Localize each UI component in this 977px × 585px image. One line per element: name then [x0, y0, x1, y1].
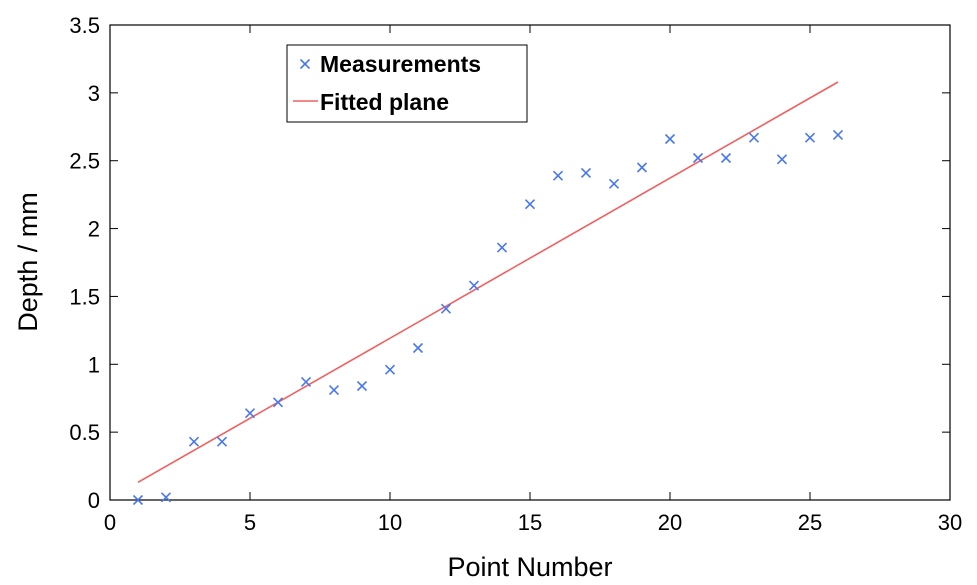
measurement-point — [244, 408, 256, 419]
measurement-point — [160, 492, 172, 503]
axis-ticks — [109, 24, 951, 501]
legend-marker-x-glyph — [299, 58, 311, 70]
measurement-point — [468, 280, 480, 291]
y-tick-label: 3 — [88, 81, 100, 106]
measurement-point — [132, 494, 144, 506]
y-axis-title: Depth / mm — [13, 192, 43, 332]
measurement-point — [664, 133, 676, 145]
measurement-point — [692, 152, 704, 164]
measurement-point — [188, 436, 200, 447]
measurement-point — [524, 199, 536, 210]
y-tick-labels: 0 0.5 1 1.5 2 2.5 3 3.5 — [69, 13, 100, 513]
measurement-point — [496, 242, 508, 253]
legend: Measurements Fitted plane — [286, 44, 528, 123]
measurement-point — [776, 154, 788, 165]
measurement-point — [216, 436, 228, 447]
measurements-series — [132, 129, 844, 506]
measurement-point — [356, 380, 368, 392]
y-tick-label: 0.5 — [69, 420, 100, 445]
x-tick-label: 5 — [244, 510, 256, 535]
measurement-point — [636, 162, 648, 173]
measurement-point — [440, 303, 452, 314]
x-tick-label: 25 — [798, 510, 822, 535]
measurement-point — [328, 385, 340, 396]
measurement-point — [804, 132, 816, 143]
measurement-point — [748, 132, 760, 143]
measurement-point — [608, 178, 620, 189]
y-tick-label: 0 — [88, 488, 100, 513]
measurement-point — [272, 397, 284, 408]
y-tick-label: 3.5 — [69, 13, 100, 38]
legend-label-fitted-plane: Fitted plane — [320, 89, 449, 115]
measurement-point — [720, 152, 732, 164]
x-axis-title: Point Number — [447, 552, 612, 582]
y-tick-label: 2 — [88, 217, 100, 242]
measurement-point — [384, 364, 396, 375]
y-tick-label: 1 — [88, 352, 100, 377]
plot-area — [109, 24, 951, 501]
x-tick-label: 15 — [518, 510, 542, 535]
measurement-point — [412, 342, 424, 354]
y-tick-label: 2.5 — [69, 149, 100, 174]
fitted-plane-line — [137, 81, 839, 484]
measurement-point — [300, 376, 312, 387]
y-tick-label: 1.5 — [69, 284, 100, 309]
x-tick-label: 0 — [104, 510, 116, 535]
legend-label-measurements: Measurements — [320, 51, 481, 77]
measurement-point — [552, 170, 564, 181]
x-tick-labels: 0 5 10 15 20 25 30 — [104, 510, 962, 535]
measurement-point — [580, 167, 592, 178]
legend-box — [286, 44, 528, 123]
x-tick-label: 20 — [658, 510, 682, 535]
x-tick-label: 10 — [378, 510, 402, 535]
x-tick-label: 30 — [938, 510, 962, 535]
legend-marker-x — [299, 58, 311, 70]
fitted-plane-series — [137, 81, 839, 484]
measurement-point — [832, 129, 844, 140]
